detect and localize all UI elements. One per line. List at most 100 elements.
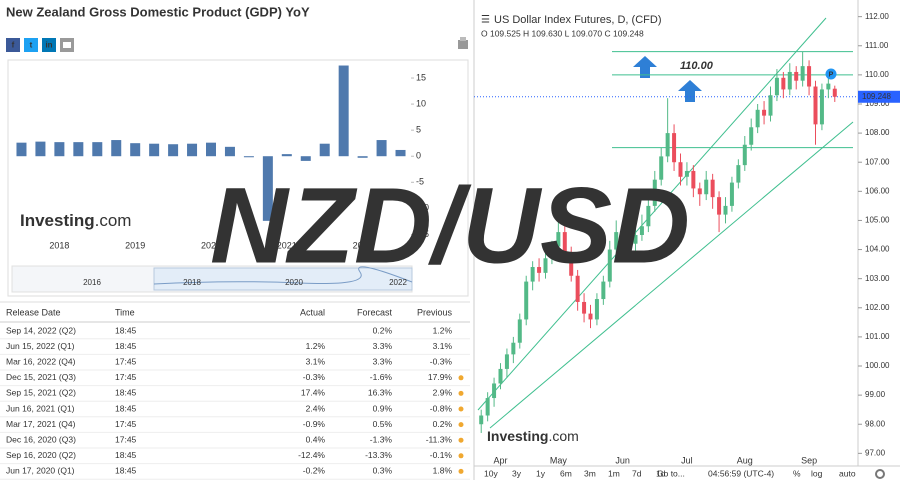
bar bbox=[168, 144, 179, 157]
candle-body bbox=[781, 77, 786, 90]
logo: Investing.com bbox=[20, 211, 131, 230]
candle-body bbox=[710, 179, 715, 198]
candle-body bbox=[684, 170, 689, 177]
forecast: -1.3% bbox=[370, 434, 393, 444]
forecast: 0.9% bbox=[373, 403, 393, 413]
candle-body bbox=[723, 205, 728, 215]
candle-body bbox=[800, 66, 805, 81]
revision-dot bbox=[458, 453, 464, 459]
settings-icon[interactable] bbox=[875, 469, 885, 479]
y-tick-label: -15 bbox=[416, 229, 429, 239]
range-button[interactable]: 7d bbox=[632, 468, 642, 478]
candle-body bbox=[620, 232, 625, 253]
release-time: 18:45 bbox=[115, 388, 137, 398]
forecast: 0.3% bbox=[373, 466, 393, 476]
revision-dot bbox=[458, 390, 464, 396]
candle-body bbox=[530, 267, 535, 282]
actual: -12.4% bbox=[298, 450, 325, 460]
y-tick-label: 98.00 bbox=[865, 419, 886, 428]
share-icon[interactable] bbox=[24, 38, 38, 52]
candle-body bbox=[601, 281, 606, 300]
bar bbox=[149, 143, 160, 157]
previous: 1.8% bbox=[433, 466, 453, 476]
release-time: 18:45 bbox=[115, 450, 137, 460]
logo-suffix: .com bbox=[95, 211, 132, 230]
candle-body bbox=[594, 299, 599, 320]
candle-body bbox=[774, 77, 779, 96]
annotation: 110.00 bbox=[680, 60, 714, 72]
forecast: 0.5% bbox=[373, 419, 393, 429]
range-button[interactable]: 3m bbox=[584, 468, 596, 478]
navigator-label: 2016 bbox=[83, 278, 101, 287]
candle-body bbox=[832, 88, 837, 97]
previous: -0.3% bbox=[430, 356, 453, 366]
channel-upper bbox=[477, 17, 827, 411]
chart-frame bbox=[7, 59, 469, 297]
release-date: Sep 15, 2021 (Q2) bbox=[6, 388, 76, 398]
x-tick-label: 2019 bbox=[125, 240, 145, 250]
navigator-label: 2022 bbox=[389, 278, 407, 287]
range-button[interactable]: 6m bbox=[560, 468, 572, 478]
candle-body bbox=[556, 232, 561, 247]
range-button[interactable]: 10y bbox=[484, 468, 498, 478]
previous: 0.2% bbox=[433, 419, 453, 429]
candle-body bbox=[549, 246, 554, 259]
y-tick-label: 109.00 bbox=[865, 99, 890, 108]
release-date: Dec 16, 2020 (Q3) bbox=[6, 434, 76, 444]
y-tick-label: -10 bbox=[416, 203, 429, 213]
y-tick-label: 110.00 bbox=[865, 70, 889, 79]
candle-body bbox=[819, 89, 824, 125]
candle-body bbox=[762, 109, 767, 116]
candle-body bbox=[813, 86, 818, 125]
bar bbox=[224, 146, 235, 157]
axis-option[interactable]: % bbox=[793, 468, 801, 478]
release-date: Mar 16, 2022 (Q4) bbox=[6, 356, 76, 366]
forecast: 16.3% bbox=[368, 388, 393, 398]
range-button[interactable]: 3y bbox=[512, 468, 522, 478]
logo: Investing.com bbox=[487, 428, 579, 444]
candle-body bbox=[543, 258, 548, 273]
navigator-window[interactable] bbox=[153, 267, 413, 291]
candle-body bbox=[755, 109, 760, 128]
range-button[interactable]: 1y bbox=[536, 468, 546, 478]
axis-option[interactable]: log bbox=[811, 468, 823, 478]
arrow-up bbox=[678, 80, 702, 102]
y-tick-label: 112.00 bbox=[865, 12, 889, 21]
actual: 0.4% bbox=[306, 434, 326, 444]
previous: 17.9% bbox=[428, 372, 453, 382]
previous: 2.9% bbox=[433, 388, 453, 398]
bar bbox=[262, 156, 273, 221]
y-tick-label: 107.00 bbox=[865, 157, 890, 166]
arrows bbox=[633, 56, 702, 102]
share-icon[interactable] bbox=[6, 38, 20, 52]
release-date: Jun 17, 2020 (Q1) bbox=[6, 466, 75, 476]
y-tick-label: 104.00 bbox=[865, 245, 890, 254]
last-price-label: 109.248 bbox=[862, 92, 891, 101]
print-icon[interactable] bbox=[458, 37, 468, 49]
previous: -0.8% bbox=[430, 403, 453, 413]
bar bbox=[35, 141, 46, 157]
bar bbox=[300, 156, 311, 161]
goto-button[interactable]: Go to... bbox=[657, 468, 685, 478]
bar bbox=[73, 142, 84, 157]
candle-body bbox=[787, 71, 792, 90]
release-date: Sep 14, 2022 (Q2) bbox=[6, 325, 76, 335]
logo-brand: Investing bbox=[487, 428, 548, 444]
y-tick-label: 10 bbox=[416, 98, 426, 108]
navigator-line bbox=[153, 266, 413, 285]
release-time: 18:45 bbox=[115, 466, 137, 476]
x-tick-label: 2018 bbox=[49, 240, 69, 250]
candle-body bbox=[627, 243, 632, 253]
previous: 1.2% bbox=[433, 325, 453, 335]
candle-body bbox=[569, 252, 574, 276]
y-tick-label: 106.00 bbox=[865, 186, 890, 195]
candle-body bbox=[646, 205, 651, 227]
axis-option[interactable]: auto bbox=[839, 468, 856, 478]
range-button[interactable]: 1d bbox=[656, 468, 666, 478]
chart-menu-icon[interactable]: ☰ bbox=[481, 15, 490, 26]
share-icon[interactable] bbox=[42, 38, 56, 52]
candle-body bbox=[633, 235, 638, 244]
share-icon-label: f bbox=[12, 41, 15, 50]
range-button[interactable]: 1m bbox=[608, 468, 620, 478]
y-tick-label: 111.00 bbox=[865, 41, 889, 50]
